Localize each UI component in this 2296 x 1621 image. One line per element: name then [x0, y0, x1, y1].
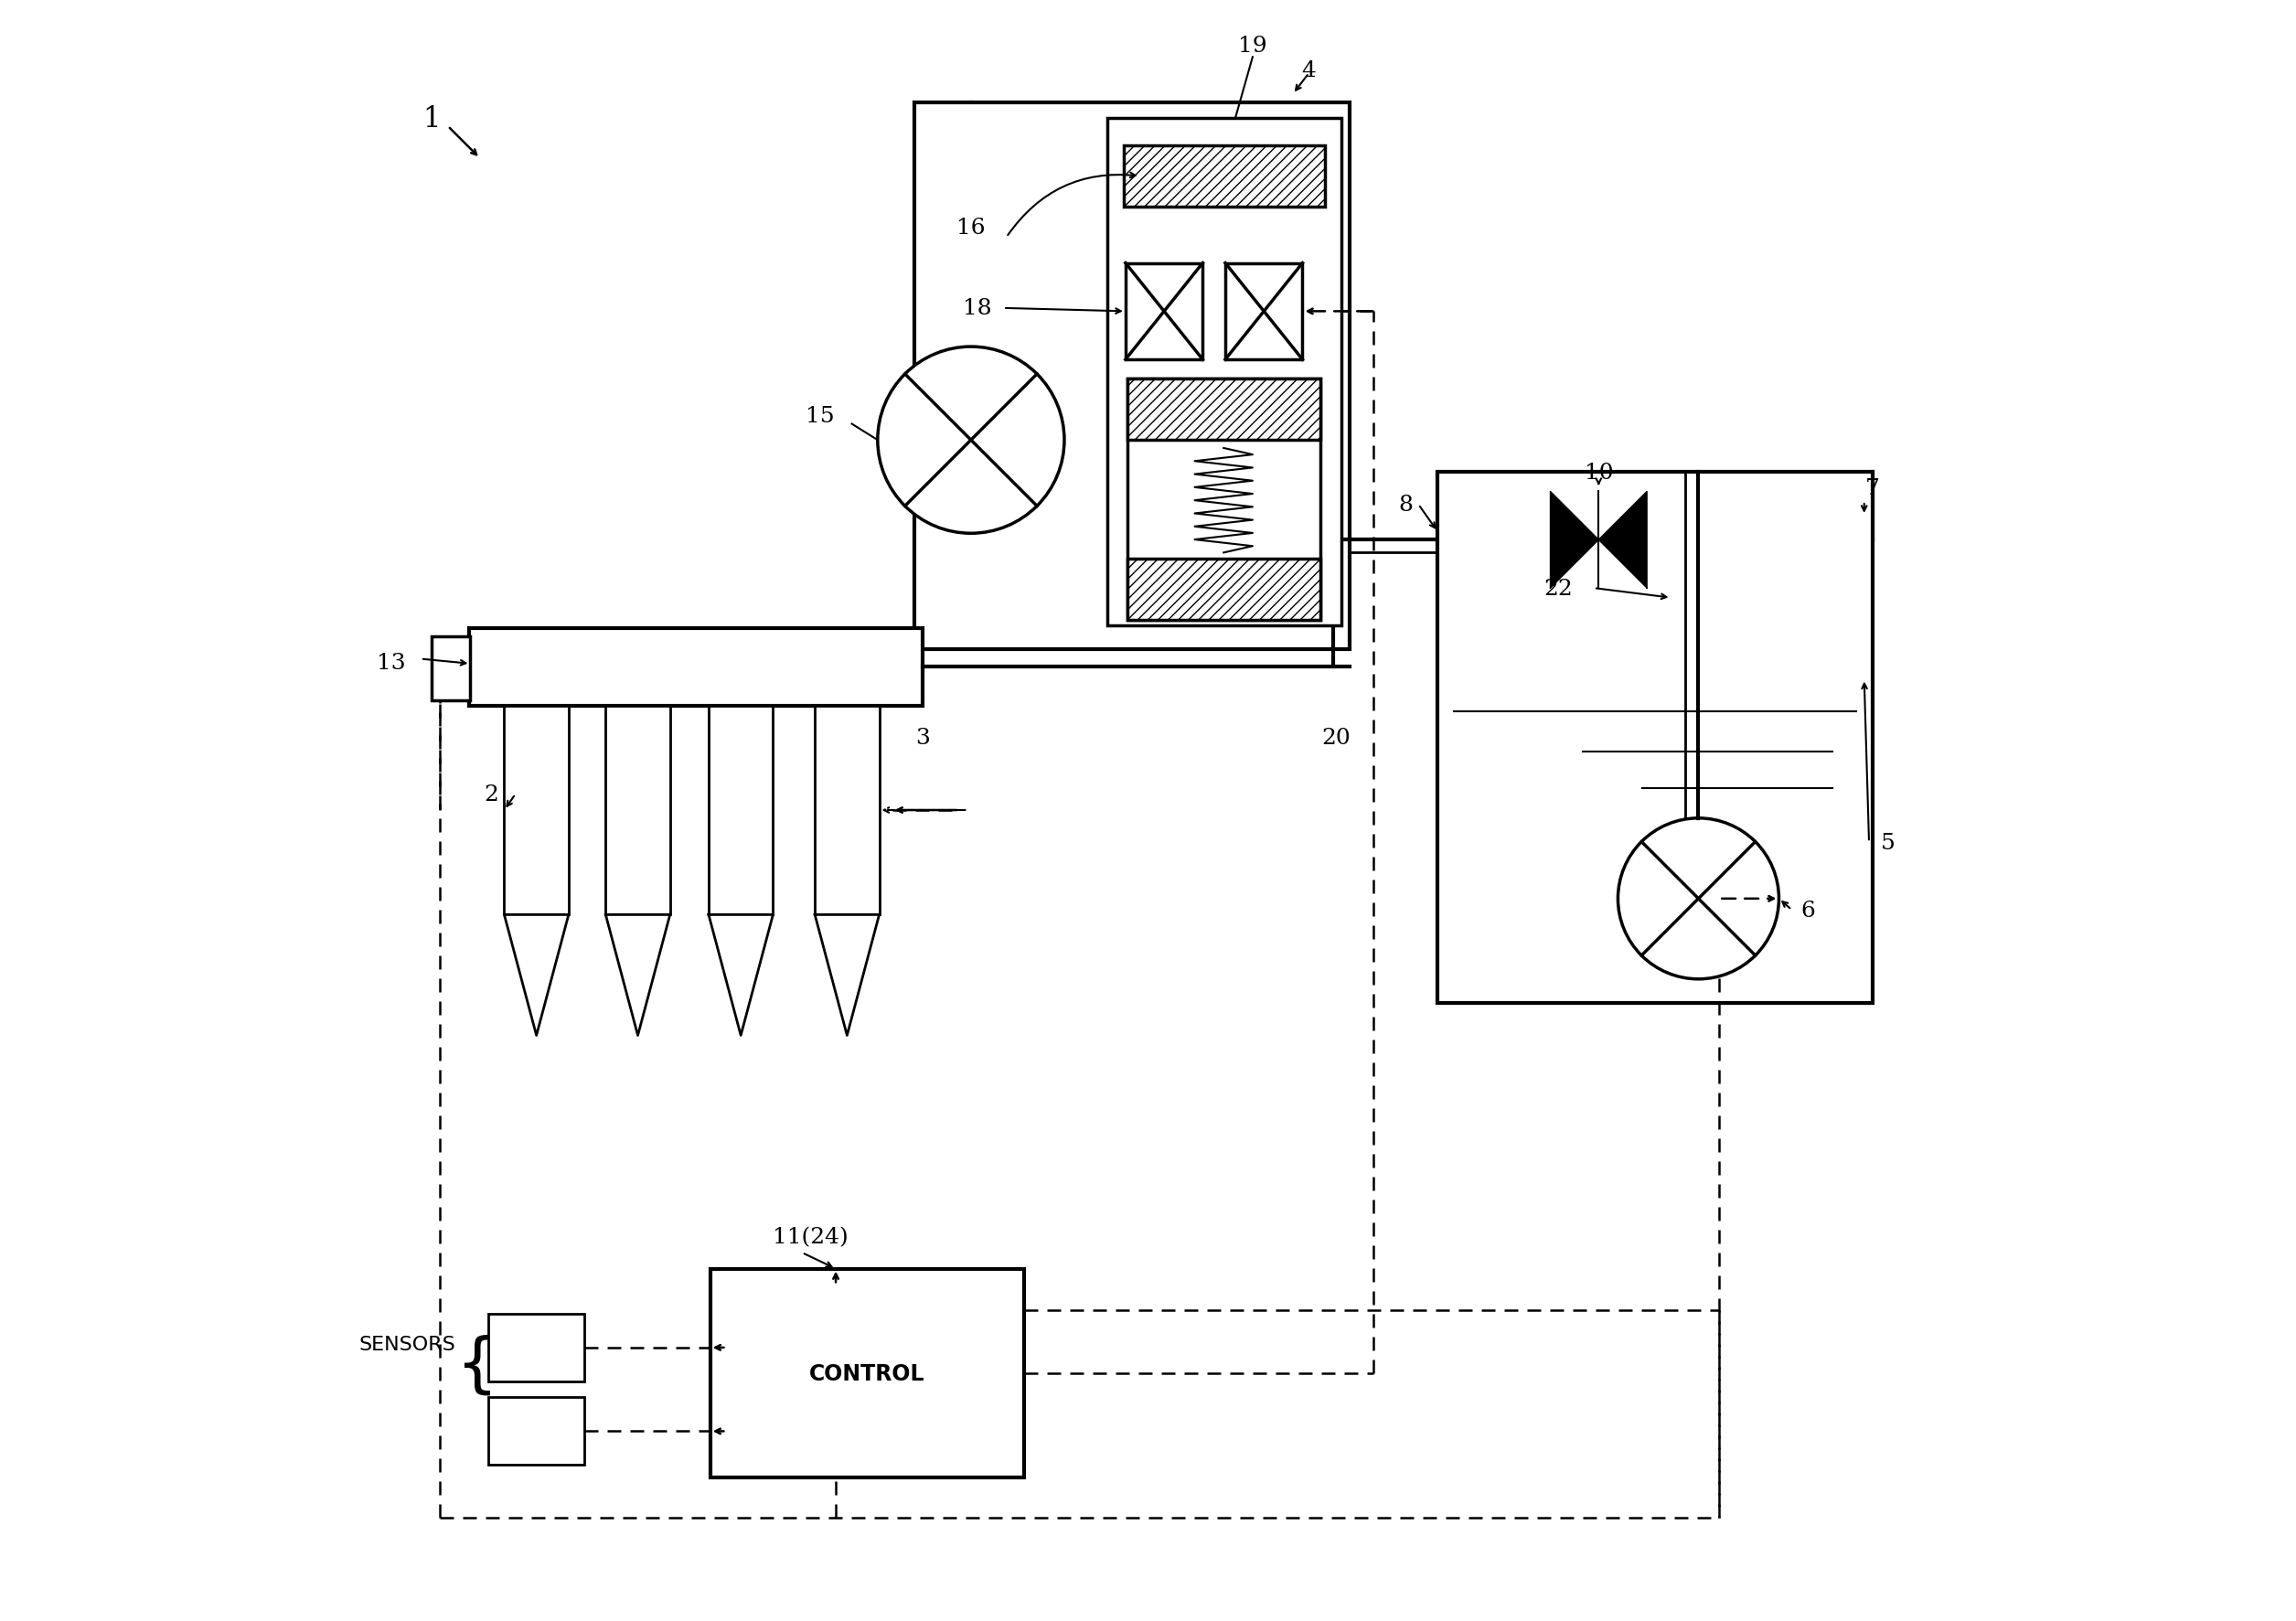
Bar [709, 1269, 1024, 1478]
Bar [914, 102, 1350, 650]
Text: 16: 16 [957, 217, 985, 238]
Bar [1226, 264, 1302, 360]
Text: 10: 10 [1584, 462, 1614, 483]
Text: 8: 8 [1398, 494, 1412, 515]
Text: 6: 6 [1800, 900, 1816, 921]
Polygon shape [606, 914, 670, 1036]
Bar [1127, 379, 1320, 441]
Bar [606, 707, 670, 914]
Text: 5: 5 [1880, 832, 1896, 853]
Circle shape [1619, 819, 1779, 979]
Bar [1107, 118, 1341, 626]
Bar [1127, 379, 1320, 621]
Bar [432, 637, 471, 702]
Polygon shape [1598, 493, 1646, 588]
Text: 20: 20 [1322, 728, 1350, 749]
Text: 19: 19 [1238, 36, 1267, 57]
Bar [1437, 473, 1871, 1003]
Bar [815, 707, 879, 914]
Text: CONTROL: CONTROL [808, 1362, 925, 1384]
Bar [1127, 559, 1320, 621]
Bar [709, 707, 774, 914]
Bar [468, 629, 923, 707]
Bar [505, 707, 569, 914]
Text: 2: 2 [484, 785, 498, 806]
Text: SENSORS: SENSORS [360, 1336, 457, 1354]
Polygon shape [1550, 493, 1598, 588]
Text: 1: 1 [422, 105, 441, 133]
Polygon shape [505, 914, 569, 1036]
Bar [489, 1397, 585, 1465]
Text: 15: 15 [806, 405, 833, 426]
Text: 4: 4 [1302, 60, 1316, 81]
Text: 3: 3 [916, 728, 930, 749]
Bar [1123, 146, 1325, 207]
Text: {: { [457, 1334, 498, 1397]
Circle shape [877, 347, 1065, 533]
Text: 11(24): 11(24) [771, 1225, 847, 1247]
Polygon shape [709, 914, 774, 1036]
Bar [1125, 264, 1203, 360]
Text: 13: 13 [377, 652, 406, 673]
Text: 22: 22 [1543, 579, 1573, 600]
Bar [489, 1315, 585, 1381]
Text: 18: 18 [962, 298, 992, 319]
Polygon shape [815, 914, 879, 1036]
Text: 7: 7 [1864, 478, 1880, 499]
